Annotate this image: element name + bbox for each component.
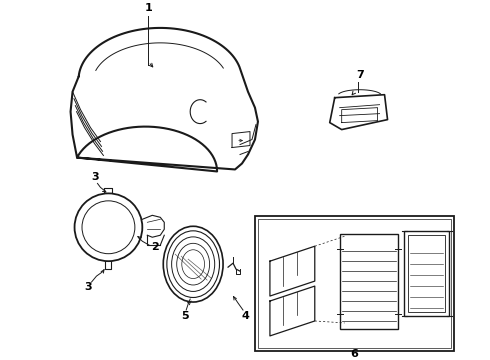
Bar [340, 234, 397, 329]
Bar [409, 235, 445, 312]
Bar [258, 219, 451, 348]
Text: 5: 5 [181, 311, 189, 321]
Bar [404, 231, 449, 316]
Text: 7: 7 [356, 70, 364, 80]
Text: 2: 2 [151, 242, 159, 252]
Text: 3: 3 [92, 172, 99, 183]
Text: 4: 4 [241, 311, 249, 321]
Text: 6: 6 [351, 349, 359, 359]
Text: 3: 3 [85, 282, 92, 292]
Text: 1: 1 [145, 3, 152, 13]
Bar [255, 216, 454, 351]
